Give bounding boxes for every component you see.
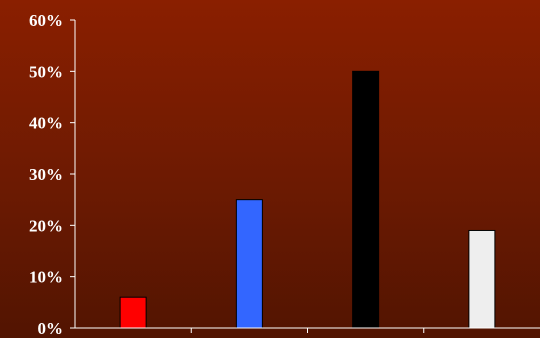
x-axis-ticks <box>190 328 425 333</box>
y-tick-label: 30% <box>29 165 63 184</box>
bars <box>119 70 496 329</box>
y-tick-label: 10% <box>29 268 63 287</box>
bar <box>352 70 380 329</box>
bar <box>119 296 147 329</box>
y-axis-ticks: 0% 10% 20% 30% 40% 50% 60% <box>29 11 75 338</box>
y-tick-label: 20% <box>29 216 63 235</box>
bar <box>468 229 496 329</box>
y-tick-label: 0% <box>38 319 64 338</box>
y-tick-label: 50% <box>29 62 63 81</box>
bar <box>235 199 263 329</box>
y-tick-label: 40% <box>29 114 63 133</box>
y-tick-label: 60% <box>29 11 63 30</box>
